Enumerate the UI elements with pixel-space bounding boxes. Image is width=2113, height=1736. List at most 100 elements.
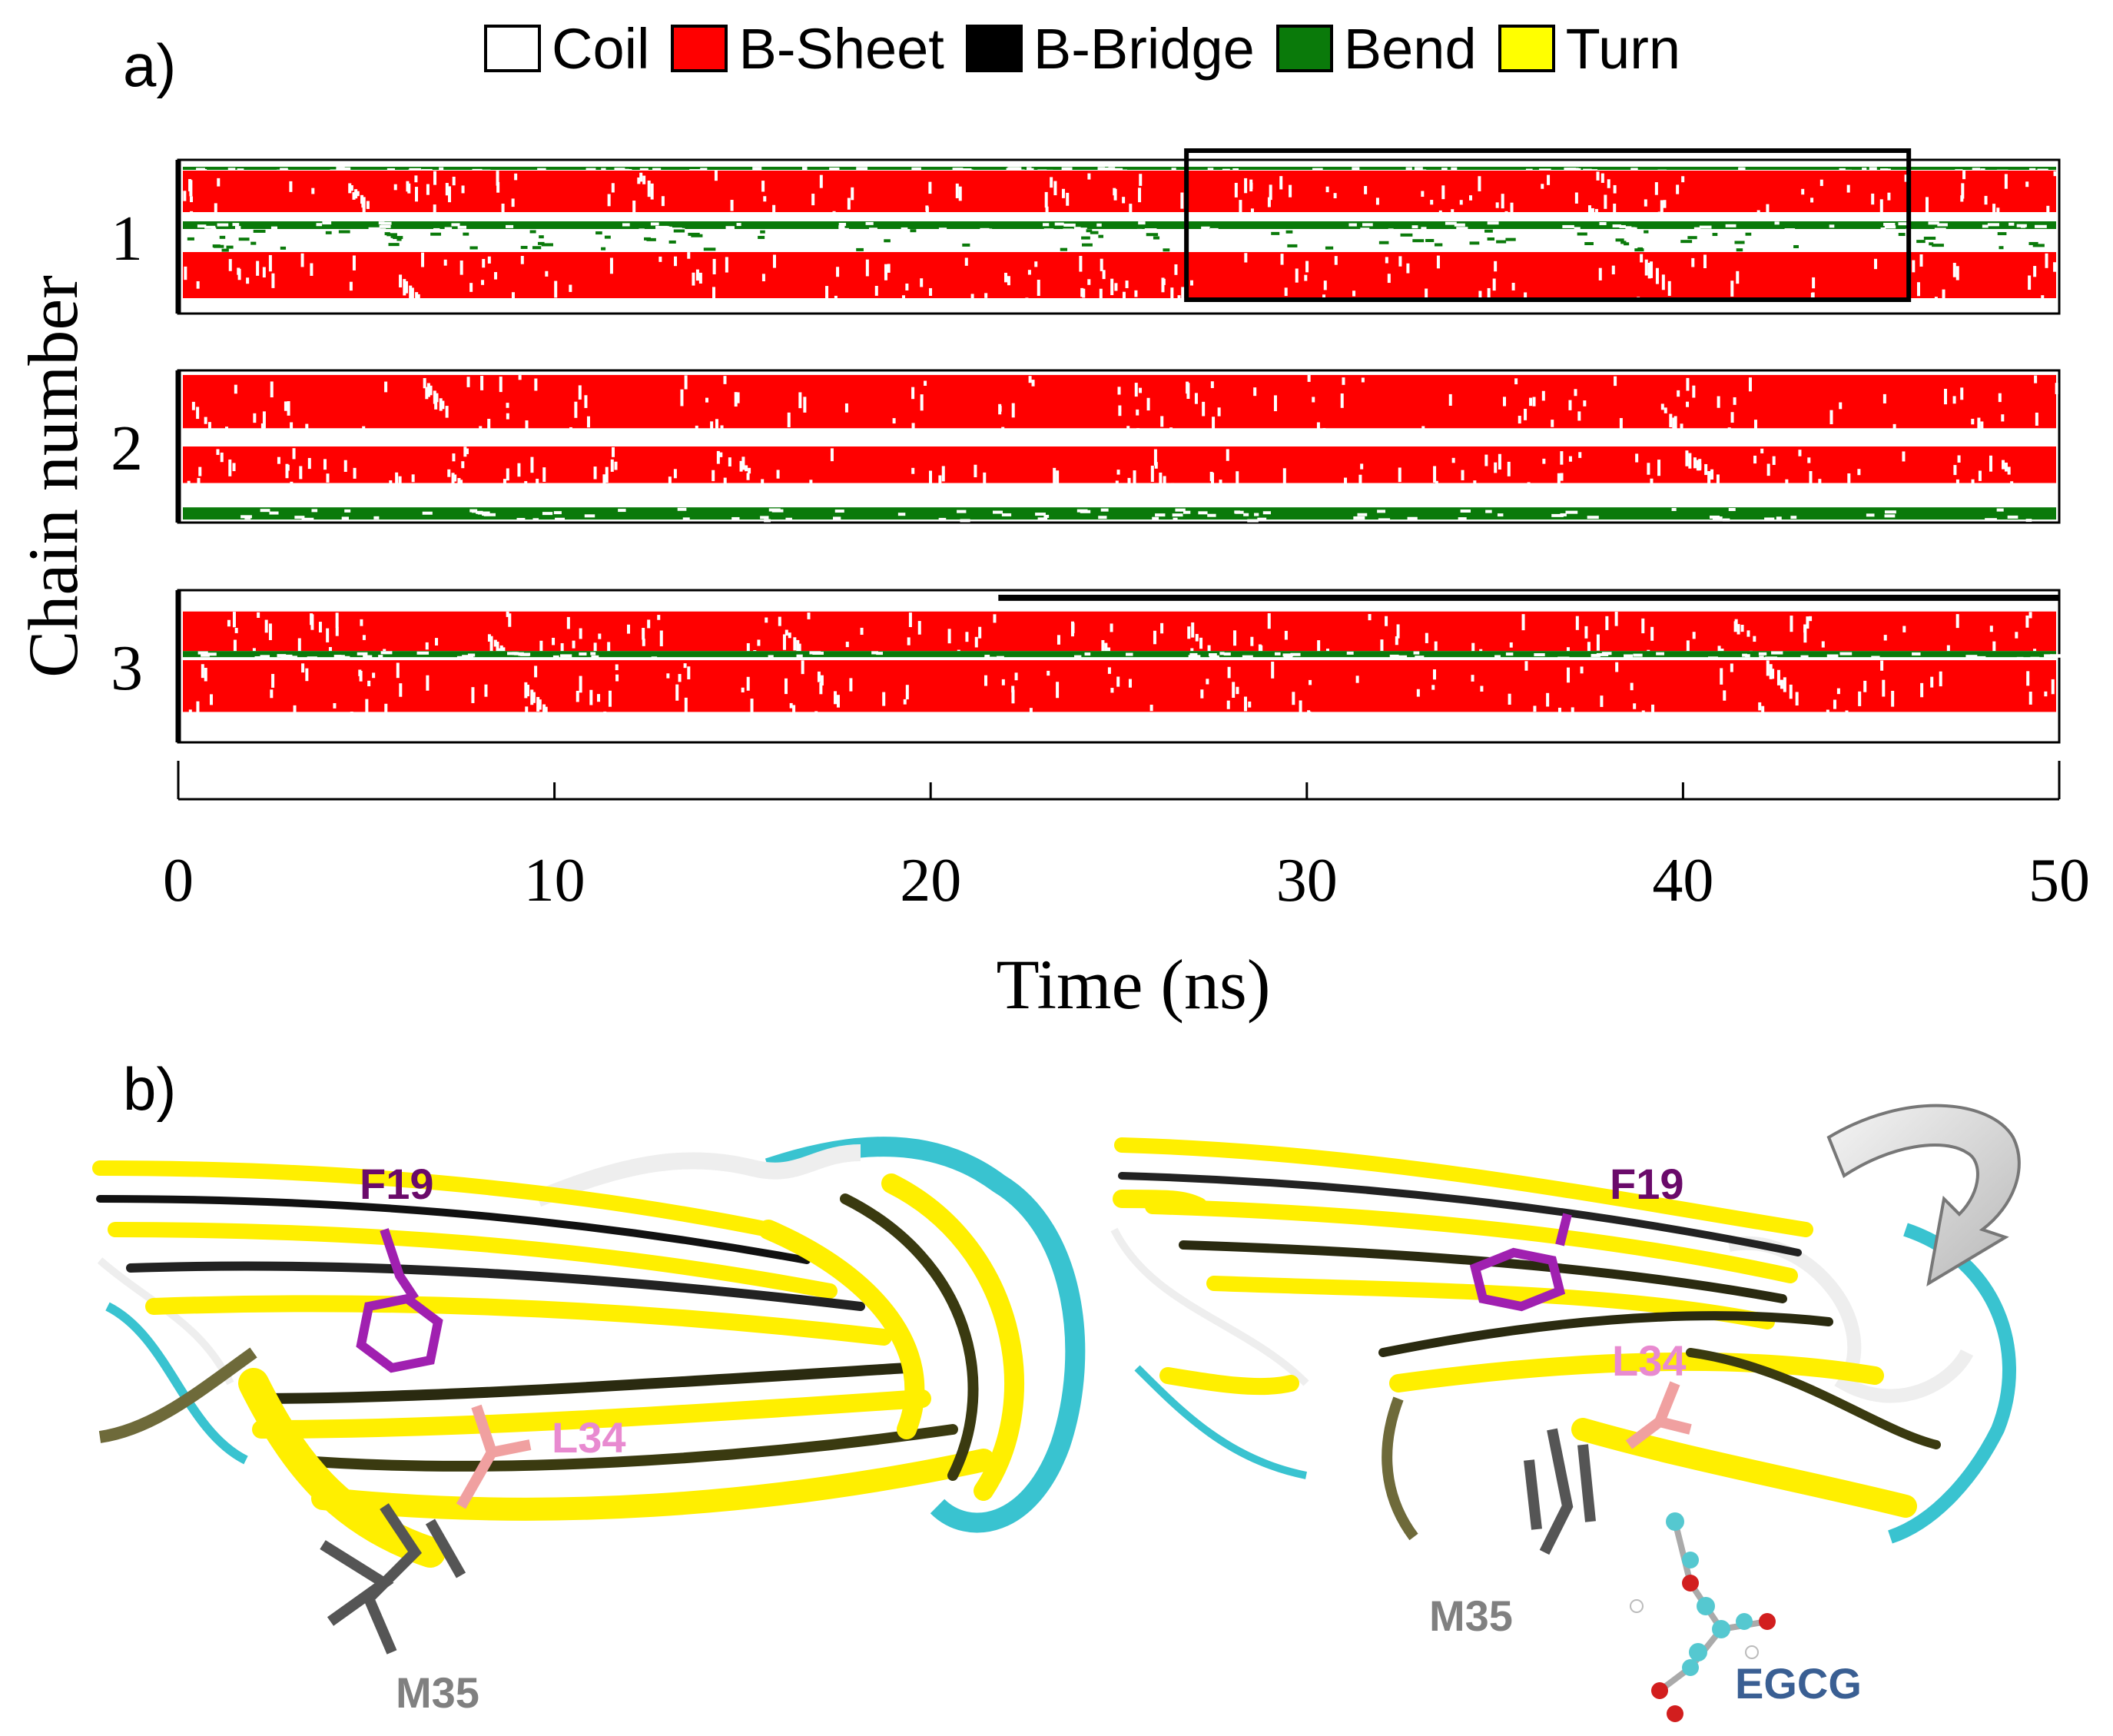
coil-fleck [233,639,237,652]
bend-fleck [623,168,629,172]
bend-fleck [682,517,690,521]
coil-fleck [1299,700,1302,717]
coil-fleck [1557,473,1561,489]
bend-fleck [938,517,947,521]
band-b-bridge [998,594,2059,601]
bend-fleck [1262,511,1272,515]
coil-fleck [426,184,430,195]
bend-fleck [537,241,545,245]
y-axis-label: Chain number [14,275,92,678]
coil-fleck [1916,282,1920,297]
coil-fleck [723,376,727,384]
bend-fleck [520,652,530,656]
coil-fleck [335,626,339,636]
coil-fleck [757,639,761,646]
bend-fleck [1800,655,1809,659]
coil-fleck [426,675,430,691]
bend-fleck [234,226,241,230]
coil-fleck [511,292,515,302]
bend-fleck [1912,652,1921,656]
bend-fleck [1063,223,1076,227]
bend-fleck [560,654,572,658]
bend-fleck [462,655,474,659]
legend-item-b-bridge: B-Bridge [965,16,1255,81]
bend-fleck [1487,237,1495,241]
coil-fleck [1219,480,1222,489]
coil-fleck [692,272,695,286]
coil-fleck [1484,454,1488,466]
coil-fleck [433,390,436,404]
coil-fleck [452,453,456,462]
bend-fleck [1001,513,1012,516]
coil-fleck [1580,666,1584,674]
coil-fleck [367,680,371,687]
bend-fleck [532,518,539,522]
coil-fleck [1501,194,1504,209]
coil-fleck [1920,682,1924,698]
coil-fleck [1673,416,1677,430]
coil-fleck [421,252,425,267]
coil-fleck [198,466,202,476]
coil-fleck [1667,280,1671,296]
bend-fleck [1790,516,1797,519]
bend-fleck [1163,248,1170,252]
coil-fleck [524,682,528,699]
coil-fleck [1134,290,1138,297]
coil-fleck [297,638,301,653]
coil-fleck [776,470,780,479]
bend-fleck [1460,509,1471,513]
bend-fleck [1283,656,1293,659]
coil-fleck [2001,414,2005,422]
coil-fleck [1153,630,1156,645]
bend-fleck [1043,514,1050,518]
bend-fleck [1378,241,1389,244]
bend-fleck [1325,246,1334,250]
coil-fleck [1323,280,1327,290]
band-b-sheet [183,374,2056,429]
coil-fleck [262,267,266,278]
coil-fleck [2041,295,2045,307]
coil-fleck [545,271,549,277]
coil-fleck [526,685,529,697]
coil-fleck [1129,204,1133,214]
coil-fleck [1829,410,1833,425]
bend-fleck [758,235,765,239]
coil-fleck [911,467,915,474]
bend-fleck [1389,654,1399,658]
coil-fleck [1693,457,1697,469]
coil-fleck [1181,287,1185,300]
coil-fleck [1160,622,1164,634]
bend-fleck [1615,238,1624,242]
bend-fleck [901,227,908,231]
coil-fleck [264,619,268,633]
bend-fleck [1152,516,1159,520]
bend-fleck [1415,656,1425,659]
bend-fleck [1932,244,1944,247]
coil-fleck [429,385,433,396]
coil-fleck [1596,171,1600,181]
band-b-sheet [183,611,2056,652]
coil-fleck [1961,183,1965,199]
coil-fleck [1280,254,1284,265]
coil-fleck [1177,295,1181,300]
coil-fleck [1202,401,1206,417]
coil-fleck [1342,377,1345,385]
coil-fleck [1707,471,1711,488]
bend-fleck [1352,167,1360,171]
bend-fleck [2009,222,2015,226]
coil-fleck [680,389,684,407]
bend-fleck [197,224,207,228]
coil-fleck [499,377,503,393]
coil-fleck [1056,682,1060,699]
coil-fleck [1600,695,1604,707]
bend-fleck [386,233,397,237]
coil-fleck [825,286,829,303]
bend-fleck [2028,241,2038,245]
bend-fleck [1378,518,1391,522]
coil-fleck [1577,411,1581,421]
coil-fleck [1102,270,1106,280]
bend-fleck [1637,247,1644,251]
coil-fleck [1210,381,1214,388]
coil-fleck [1680,423,1683,437]
coil-fleck [1644,259,1648,276]
